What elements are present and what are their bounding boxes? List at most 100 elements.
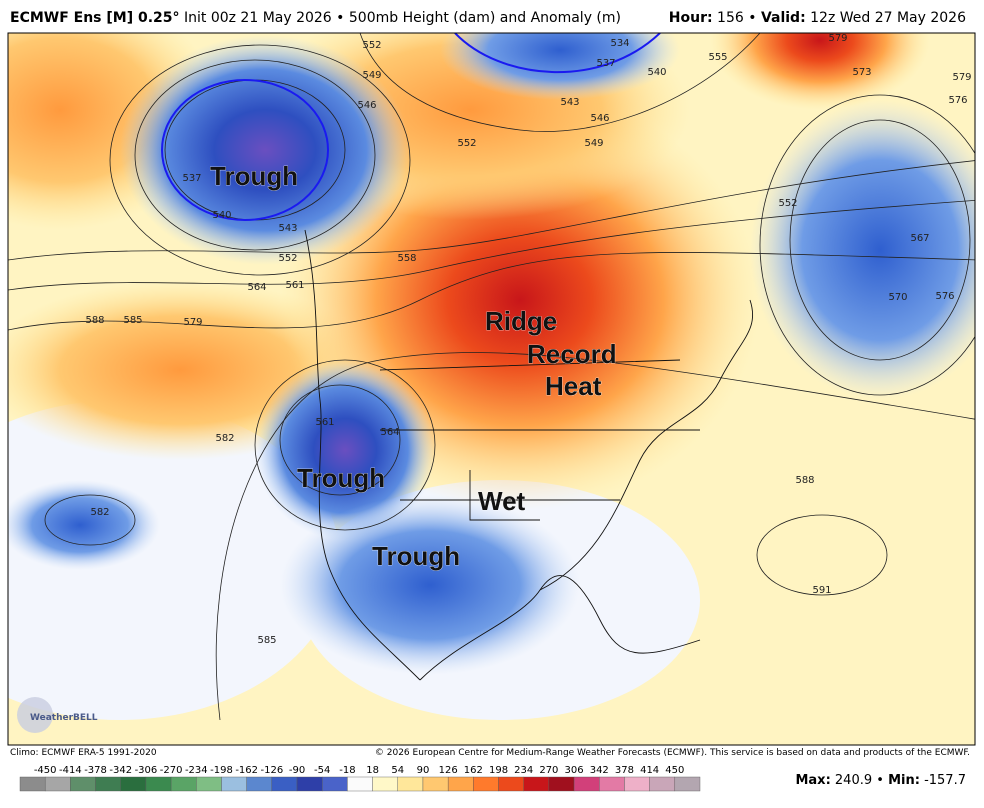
climo-note: Climo: ECMWF ERA-5 1991-2020 — [10, 748, 157, 758]
contour-label: 582 — [90, 507, 109, 518]
colorbar-tick-label: -90 — [289, 765, 305, 776]
highlight-contour — [454, 33, 661, 73]
contour-label: 546 — [357, 100, 376, 111]
map-frame — [7, 32, 976, 746]
copyright: © 2026 European Centre for Medium-Range … — [375, 748, 970, 758]
colorbar-segment — [170, 776, 197, 792]
header: ECMWF Ens [M] 0.25° Init 00z 21 May 2026… — [10, 10, 966, 26]
colorbar-tick-label: -18 — [339, 765, 355, 776]
colorbar-segment — [523, 776, 550, 792]
contour-label: 543 — [278, 223, 297, 234]
logo: WeatherBELL — [30, 713, 98, 723]
colorbar-tick-label: -162 — [235, 765, 258, 776]
colorbar-tick-label: -342 — [109, 765, 132, 776]
anomaly-warm — [710, 33, 930, 110]
anomaly-neutral — [8, 400, 340, 720]
colorbar-segment — [44, 776, 71, 792]
contour-label: 561 — [285, 280, 304, 291]
logo-mark — [17, 697, 53, 733]
colorbar-segment — [599, 776, 625, 792]
colorbar-tick-label: -306 — [135, 765, 158, 776]
colorbar-tick-label: 234 — [514, 765, 533, 776]
contour-label: 552 — [278, 253, 297, 264]
colorbar-segment — [548, 776, 575, 792]
valid-time: Hour: 156 • Valid: 12z Wed 27 May 2026 — [669, 10, 966, 26]
colorbar-segment — [322, 776, 348, 792]
map: Trough Ridge Record Heat Trough Wet Trou… — [8, 33, 975, 745]
annotation: Heat — [545, 371, 602, 401]
colorbar-segment — [397, 776, 424, 792]
colorbar-segment — [347, 776, 373, 792]
annotation: Record — [527, 339, 617, 369]
contour-label: 552 — [362, 40, 381, 51]
contour-label: 546 — [590, 113, 609, 124]
contour-label: 591 — [812, 585, 831, 596]
annotation: Ridge — [485, 306, 557, 336]
colorbar-tick-label: -198 — [210, 765, 233, 776]
colorbar-tick-label: 270 — [539, 765, 558, 776]
highlight-contour — [161, 79, 329, 221]
colorbar-tick-label: 378 — [615, 765, 634, 776]
contour-label: 543 — [560, 97, 579, 108]
colorbar-tick-label: -378 — [84, 765, 107, 776]
colorbar-segment — [271, 776, 298, 792]
contour-label: 579 — [828, 33, 847, 44]
colorbar-segment — [573, 776, 600, 792]
contours — [8, 33, 975, 721]
contour-label: 549 — [362, 70, 381, 81]
contour-label: 540 — [647, 67, 666, 78]
max-min: Max: 240.9 • Min: -157.7 — [795, 773, 966, 788]
colorbar-segment — [447, 776, 474, 792]
contour-label: 585 — [257, 635, 276, 646]
colorbar-tick-label: 18 — [366, 765, 379, 776]
colorbar-segment — [221, 776, 247, 792]
contour-label: 573 — [852, 67, 871, 78]
contour-label: 564 — [380, 427, 399, 438]
anomaly-trough — [8, 480, 160, 570]
colorbar-segment — [624, 776, 650, 792]
colorbar-tick-label: 450 — [665, 765, 684, 776]
colorbar-segment — [674, 776, 701, 792]
contour-labels: 552 549 546 537 540 543 552 564 561 558 588 585 579 5… — [85, 33, 971, 646]
contour-label: 561 — [315, 417, 334, 428]
anomaly-trough — [440, 33, 680, 100]
annotation: Trough — [210, 161, 298, 191]
contour-label: 552 — [778, 198, 797, 209]
colorbar-segment — [120, 776, 147, 792]
annotation: Trough — [372, 541, 460, 571]
anomaly-trough — [750, 100, 975, 400]
colorbar: -450 -414 -378 -342 -306 -270 -234 -198 -162 -126… — [19, 765, 701, 792]
contour-label: 537 — [182, 173, 201, 184]
colorbar-segment — [473, 776, 499, 792]
anomaly-trough — [255, 360, 435, 540]
colorbar-segment — [246, 776, 273, 792]
colorbar-segment — [296, 776, 323, 792]
contour-label: 540 — [212, 210, 231, 221]
contour-label: 570 — [888, 292, 907, 303]
colorbar-tick-label: 90 — [417, 765, 430, 776]
colorbar-segment — [95, 776, 121, 792]
contour-label: 579 — [952, 72, 971, 83]
colorbar-segment — [70, 776, 96, 792]
colorbar-tick-label: 414 — [640, 765, 659, 776]
colorbar-tick-label: -126 — [261, 765, 284, 776]
colorbar-tick-label: 306 — [565, 765, 584, 776]
contour-label: 555 — [708, 52, 727, 63]
contour-label: 549 — [584, 138, 603, 149]
colorbar-tick-label: -270 — [160, 765, 183, 776]
contour-label: 534 — [610, 38, 629, 49]
colorbar-segment — [372, 776, 398, 792]
colorbar-tick-label: -414 — [59, 765, 82, 776]
contour-label: 588 — [85, 315, 104, 326]
contour-label: 585 — [123, 315, 142, 326]
colorbar-tick-label: 54 — [391, 765, 404, 776]
annotation: Trough — [297, 463, 385, 493]
contour-label: 537 — [596, 58, 615, 69]
colorbar-tick-label: -234 — [185, 765, 208, 776]
title: ECMWF Ens [M] 0.25° Init 00z 21 May 2026… — [10, 10, 621, 26]
colorbar-segment — [422, 776, 449, 792]
colorbar-segment — [145, 776, 172, 792]
colorbar-segment — [19, 776, 46, 792]
contour-label: 582 — [215, 433, 234, 444]
